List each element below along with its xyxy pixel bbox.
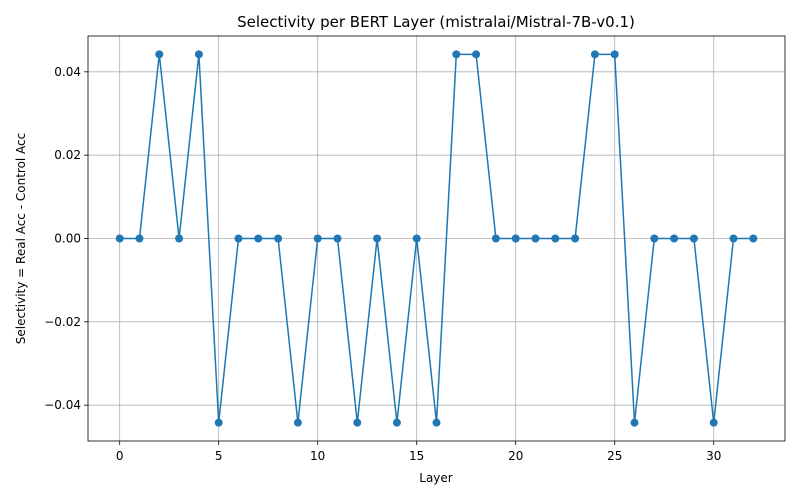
data-point: [194, 50, 203, 59]
data-point: [234, 234, 243, 243]
data-point: [214, 418, 223, 427]
data-point: [254, 234, 263, 243]
x-tick-label: 20: [508, 449, 523, 463]
data-point: [670, 234, 679, 243]
data-point: [511, 234, 520, 243]
data-point: [392, 418, 401, 427]
data-point: [115, 234, 124, 243]
data-point: [293, 418, 302, 427]
y-tick-label: −0.02: [44, 315, 81, 329]
y-tick-label: 0.04: [54, 65, 81, 79]
x-tick-label: 5: [215, 449, 223, 463]
data-point: [630, 418, 639, 427]
axis-ticks: 0 5 10 15 20 25 30 −0.04 −0.02 0.00 0.02 0.04: [44, 65, 721, 463]
data-point: [432, 418, 441, 427]
data-point: [709, 418, 718, 427]
data-point: [571, 234, 580, 243]
data-point: [333, 234, 342, 243]
x-tick-label: 30: [706, 449, 721, 463]
data-point: [175, 234, 184, 243]
data-point: [274, 234, 283, 243]
y-tick-label: 0.02: [54, 148, 81, 162]
x-tick-label: 10: [310, 449, 325, 463]
x-tick-label: 0: [116, 449, 124, 463]
data-point: [135, 234, 144, 243]
data-point: [551, 234, 560, 243]
data-point: [452, 50, 461, 59]
data-point: [729, 234, 738, 243]
data-point: [491, 234, 500, 243]
y-axis-label: Selectivity = Real Acc - Control Acc: [14, 133, 28, 345]
data-point: [155, 50, 164, 59]
data-point: [610, 50, 619, 59]
data-point: [689, 234, 698, 243]
x-tick-label: 25: [607, 449, 622, 463]
x-axis-label: Layer: [419, 471, 453, 485]
data-point: [531, 234, 540, 243]
y-tick-label: −0.04: [44, 398, 81, 412]
data-point: [749, 234, 758, 243]
data-point: [590, 50, 599, 59]
data-point: [412, 234, 421, 243]
data-point: [472, 50, 481, 59]
data-point: [373, 234, 382, 243]
data-point: [353, 418, 362, 427]
data-point: [313, 234, 322, 243]
data-point: [650, 234, 659, 243]
chart-title: Selectivity per BERT Layer (mistralai/Mi…: [237, 13, 635, 31]
y-tick-label: 0.00: [54, 232, 81, 246]
x-tick-label: 15: [409, 449, 424, 463]
series-selectivity: [115, 50, 758, 427]
